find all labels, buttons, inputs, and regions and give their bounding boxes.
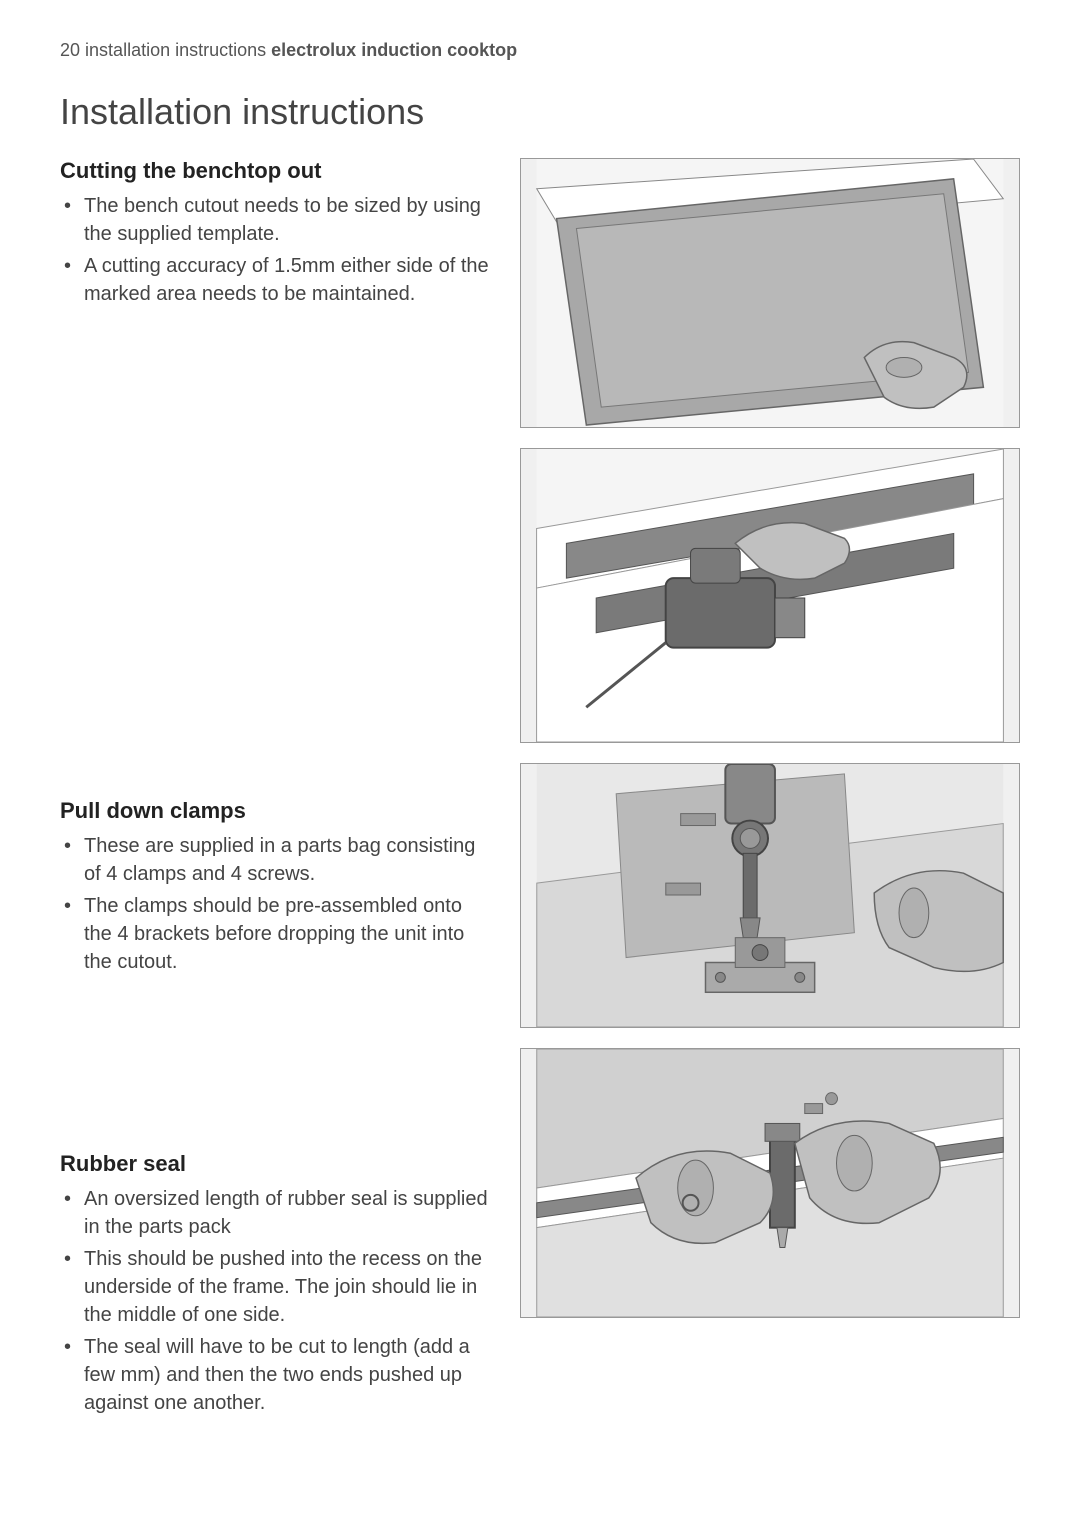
illustration-drill — [520, 763, 1020, 1028]
section-label: installation instructions — [85, 40, 266, 60]
section-heading: Pull down clamps — [60, 798, 490, 824]
illustration-jigsaw — [520, 448, 1020, 743]
page-title: Installation instructions — [60, 91, 1020, 133]
list-item: A cutting accuracy of 1.5mm either side … — [60, 252, 490, 308]
section-heading: Rubber seal — [60, 1151, 490, 1177]
product-name: electrolux induction cooktop — [271, 40, 517, 60]
bullet-list: An oversized length of rubber seal is su… — [60, 1185, 490, 1417]
spacer — [60, 338, 490, 798]
text-column: Cutting the benchtop out The bench cutou… — [60, 158, 490, 1447]
illustration-template — [520, 158, 1020, 428]
section-seal: Rubber seal An oversized length of rubbe… — [60, 1151, 490, 1417]
section-cutting: Cutting the benchtop out The bench cutou… — [60, 158, 490, 308]
list-item: This should be pushed into the recess on… — [60, 1245, 490, 1329]
bullet-list: These are supplied in a parts bag consis… — [60, 832, 490, 976]
section-heading: Cutting the benchtop out — [60, 158, 490, 184]
bullet-list: The bench cutout needs to be sized by us… — [60, 192, 490, 308]
list-item: The seal will have to be cut to length (… — [60, 1333, 490, 1417]
content-area: Cutting the benchtop out The bench cutou… — [60, 158, 1020, 1447]
list-item: These are supplied in a parts bag consis… — [60, 832, 490, 888]
page-number: 20 — [60, 40, 80, 60]
list-item: An oversized length of rubber seal is su… — [60, 1185, 490, 1241]
illustration-seal — [520, 1048, 1020, 1318]
page-header: 20 installation instructions electrolux … — [60, 40, 1020, 61]
illustration-column — [520, 158, 1020, 1447]
list-item: The clamps should be pre-assembled onto … — [60, 892, 490, 976]
list-item: The bench cutout needs to be sized by us… — [60, 192, 490, 248]
section-clamps: Pull down clamps These are supplied in a… — [60, 798, 490, 976]
spacer — [60, 1006, 490, 1151]
